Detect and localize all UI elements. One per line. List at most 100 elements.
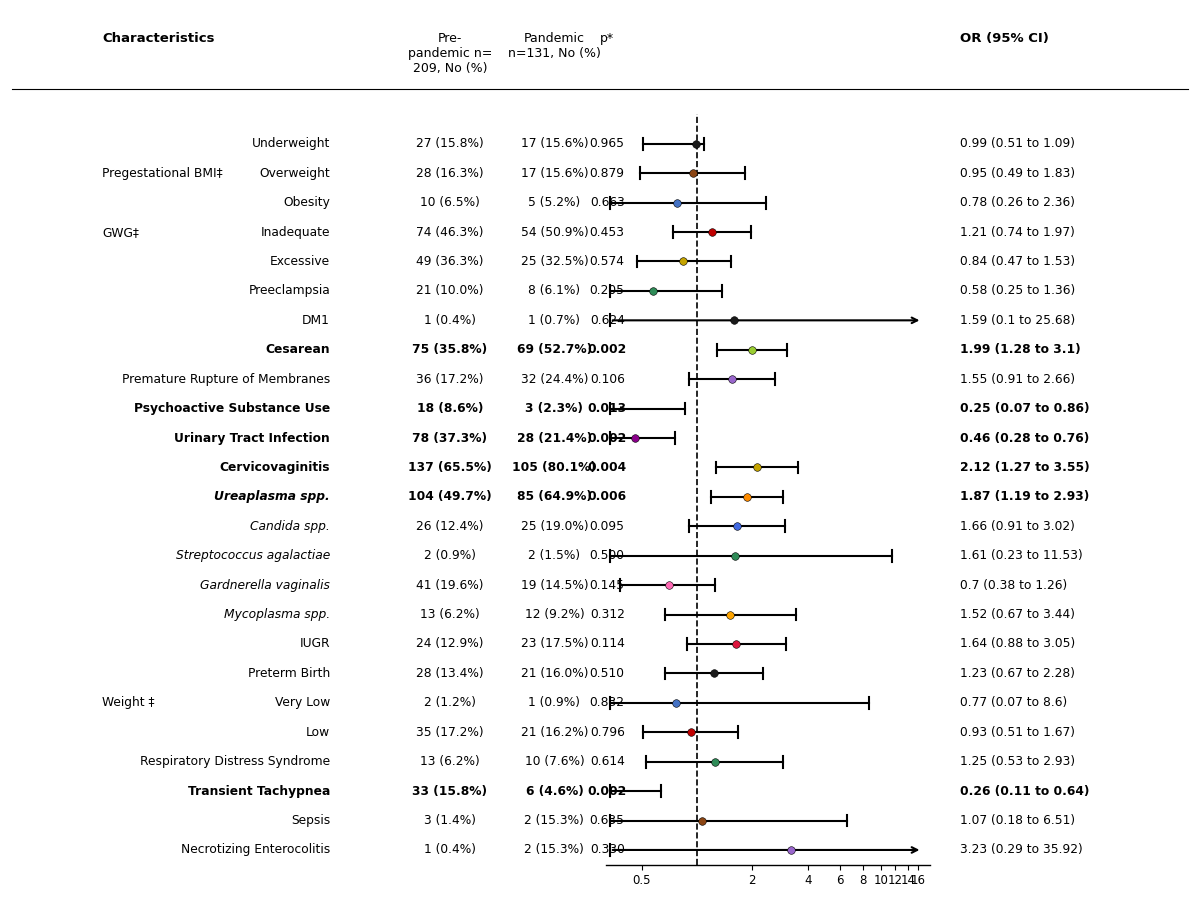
Text: 1.64 (0.88 to 3.05): 1.64 (0.88 to 3.05) xyxy=(960,638,1075,651)
Text: 0.004: 0.004 xyxy=(588,461,626,474)
Text: 1.87 (1.19 to 2.93): 1.87 (1.19 to 2.93) xyxy=(960,490,1090,503)
Text: 49 (36.3%): 49 (36.3%) xyxy=(416,255,484,268)
Text: Premature Rupture of Membranes: Premature Rupture of Membranes xyxy=(121,372,330,386)
Text: 12 (9.2%): 12 (9.2%) xyxy=(524,608,584,621)
Text: 3.23 (0.29 to 35.92): 3.23 (0.29 to 35.92) xyxy=(960,844,1082,856)
Text: Cervicovaginitis: Cervicovaginitis xyxy=(220,461,330,474)
Text: 0.145: 0.145 xyxy=(589,578,625,592)
Text: 0.25 (0.07 to 0.86): 0.25 (0.07 to 0.86) xyxy=(960,402,1090,415)
Text: 0.93 (0.51 to 1.67): 0.93 (0.51 to 1.67) xyxy=(960,726,1075,738)
Text: 0.002: 0.002 xyxy=(588,432,626,445)
Text: 0.510: 0.510 xyxy=(589,667,625,680)
Text: 0.095: 0.095 xyxy=(589,520,625,533)
Text: Overweight: Overweight xyxy=(259,167,330,179)
Text: Inadequate: Inadequate xyxy=(260,226,330,239)
Text: 74 (46.3%): 74 (46.3%) xyxy=(416,226,484,239)
Text: IUGR: IUGR xyxy=(300,638,330,651)
Text: 21 (10.0%): 21 (10.0%) xyxy=(416,285,484,297)
Text: 78 (37.3%): 78 (37.3%) xyxy=(413,432,487,445)
Text: 2 (0.9%): 2 (0.9%) xyxy=(424,549,476,562)
Text: Streptococcus agalactiae: Streptococcus agalactiae xyxy=(175,549,330,562)
Text: 41 (19.6%): 41 (19.6%) xyxy=(416,578,484,592)
Text: 32 (24.4%): 32 (24.4%) xyxy=(521,372,588,386)
Text: 17 (15.6%): 17 (15.6%) xyxy=(521,167,588,179)
Text: 1 (0.4%): 1 (0.4%) xyxy=(424,844,476,856)
Text: 5 (5.2%): 5 (5.2%) xyxy=(528,196,581,210)
Text: Respiratory Distress Syndrome: Respiratory Distress Syndrome xyxy=(140,755,330,769)
Text: 0.796: 0.796 xyxy=(589,726,625,738)
Text: 1.21 (0.74 to 1.97): 1.21 (0.74 to 1.97) xyxy=(960,226,1075,239)
Text: 0.99 (0.51 to 1.09): 0.99 (0.51 to 1.09) xyxy=(960,137,1075,150)
Text: 0.832: 0.832 xyxy=(589,696,625,709)
Text: Obesity: Obesity xyxy=(283,196,330,210)
Text: 0.663: 0.663 xyxy=(589,196,625,210)
Text: 1.61 (0.23 to 11.53): 1.61 (0.23 to 11.53) xyxy=(960,549,1082,562)
Text: 1.25 (0.53 to 2.93): 1.25 (0.53 to 2.93) xyxy=(960,755,1075,769)
Text: 6 (4.6%): 6 (4.6%) xyxy=(526,785,583,798)
Text: 0.77 (0.07 to 8.6): 0.77 (0.07 to 8.6) xyxy=(960,696,1067,709)
Text: 2 (15.3%): 2 (15.3%) xyxy=(524,814,584,827)
Text: 36 (17.2%): 36 (17.2%) xyxy=(416,372,484,386)
Text: 1.07 (0.18 to 6.51): 1.07 (0.18 to 6.51) xyxy=(960,814,1075,827)
Text: Candida spp.: Candida spp. xyxy=(251,520,330,533)
Text: 10 (7.6%): 10 (7.6%) xyxy=(524,755,584,769)
Text: 1.23 (0.67 to 2.28): 1.23 (0.67 to 2.28) xyxy=(960,667,1075,680)
Text: Psychoactive Substance Use: Psychoactive Substance Use xyxy=(133,402,330,415)
Text: 1.59 (0.1 to 25.68): 1.59 (0.1 to 25.68) xyxy=(960,314,1075,327)
Text: 104 (49.7%): 104 (49.7%) xyxy=(408,490,492,503)
Text: 1.52 (0.67 to 3.44): 1.52 (0.67 to 3.44) xyxy=(960,608,1075,621)
Text: 27 (15.8%): 27 (15.8%) xyxy=(416,137,484,150)
Text: Preeclampsia: Preeclampsia xyxy=(248,285,330,297)
Text: 0.312: 0.312 xyxy=(589,608,625,621)
Text: 54 (50.9%): 54 (50.9%) xyxy=(521,226,588,239)
Text: Pregestational BMI‡: Pregestational BMI‡ xyxy=(102,167,223,179)
Text: 0.7 (0.38 to 1.26): 0.7 (0.38 to 1.26) xyxy=(960,578,1067,592)
Text: 0.002: 0.002 xyxy=(588,785,626,798)
Text: 0.624: 0.624 xyxy=(589,314,625,327)
Text: 0.635: 0.635 xyxy=(589,814,625,827)
Text: 105 (80.1%): 105 (80.1%) xyxy=(512,461,596,474)
Text: 0.114: 0.114 xyxy=(589,638,625,651)
Text: Low: Low xyxy=(306,726,330,738)
Text: Transient Tachypnea: Transient Tachypnea xyxy=(187,785,330,798)
Text: Preterm Birth: Preterm Birth xyxy=(247,667,330,680)
Text: OR (95% CI): OR (95% CI) xyxy=(960,32,1049,45)
Text: 137 (65.5%): 137 (65.5%) xyxy=(408,461,492,474)
Text: 85 (64.9%): 85 (64.9%) xyxy=(517,490,592,503)
Text: 0.46 (0.28 to 0.76): 0.46 (0.28 to 0.76) xyxy=(960,432,1090,445)
Text: 0.330: 0.330 xyxy=(589,844,625,856)
Text: 3 (1.4%): 3 (1.4%) xyxy=(424,814,476,827)
Text: Excessive: Excessive xyxy=(270,255,330,268)
Text: 17 (15.6%): 17 (15.6%) xyxy=(521,137,588,150)
Text: 0.78 (0.26 to 2.36): 0.78 (0.26 to 2.36) xyxy=(960,196,1075,210)
Text: Sepsis: Sepsis xyxy=(290,814,330,827)
Text: 18 (8.6%): 18 (8.6%) xyxy=(416,402,484,415)
Text: 1.55 (0.91 to 2.66): 1.55 (0.91 to 2.66) xyxy=(960,372,1075,386)
Text: Pandemic
n=131, No (%): Pandemic n=131, No (%) xyxy=(508,32,601,60)
Text: 21 (16.0%): 21 (16.0%) xyxy=(521,667,588,680)
Text: Weight ‡: Weight ‡ xyxy=(102,696,155,709)
Text: 23 (17.5%): 23 (17.5%) xyxy=(521,638,588,651)
Text: p*: p* xyxy=(600,32,614,45)
Text: 69 (52.7%): 69 (52.7%) xyxy=(517,343,592,356)
Text: DM1: DM1 xyxy=(302,314,330,327)
Text: 0.84 (0.47 to 1.53): 0.84 (0.47 to 1.53) xyxy=(960,255,1075,268)
Text: 0.879: 0.879 xyxy=(589,167,625,179)
Text: 0.106: 0.106 xyxy=(589,372,625,386)
Text: 2 (15.3%): 2 (15.3%) xyxy=(524,844,584,856)
Text: 1 (0.9%): 1 (0.9%) xyxy=(528,696,581,709)
Text: 0.006: 0.006 xyxy=(588,490,626,503)
Text: 1 (0.7%): 1 (0.7%) xyxy=(528,314,581,327)
Text: 13 (6.2%): 13 (6.2%) xyxy=(420,608,480,621)
Text: 13 (6.2%): 13 (6.2%) xyxy=(420,755,480,769)
Text: 10 (6.5%): 10 (6.5%) xyxy=(420,196,480,210)
Text: 0.614: 0.614 xyxy=(589,755,625,769)
Text: Necrotizing Enterocolitis: Necrotizing Enterocolitis xyxy=(181,844,330,856)
Text: 25 (19.0%): 25 (19.0%) xyxy=(521,520,588,533)
Text: 21 (16.2%): 21 (16.2%) xyxy=(521,726,588,738)
Text: 2 (1.2%): 2 (1.2%) xyxy=(424,696,476,709)
Text: 0.453: 0.453 xyxy=(589,226,625,239)
Text: 0.965: 0.965 xyxy=(589,137,625,150)
Text: Underweight: Underweight xyxy=(252,137,330,150)
Text: 1.66 (0.91 to 3.02): 1.66 (0.91 to 3.02) xyxy=(960,520,1075,533)
